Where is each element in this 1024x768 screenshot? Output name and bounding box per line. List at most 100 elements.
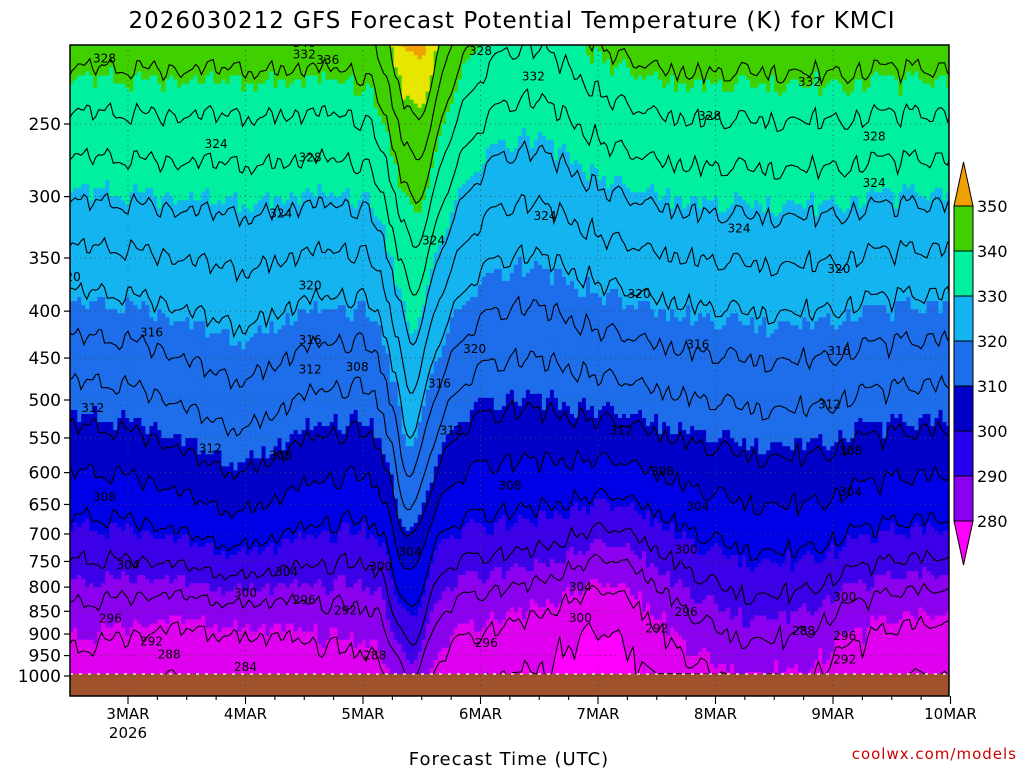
theta-cell — [121, 67, 126, 73]
theta-cell — [73, 667, 78, 673]
theta-cell — [85, 551, 90, 556]
theta-cell — [97, 409, 102, 415]
theta-cell — [149, 107, 154, 113]
theta-cell — [93, 212, 98, 218]
theta-cell — [125, 587, 130, 592]
theta-cell — [185, 107, 191, 113]
theta-cell — [70, 345, 74, 351]
theta-cell — [169, 91, 174, 97]
theta-cell — [177, 95, 183, 101]
theta-cell — [121, 377, 126, 383]
theta-cell — [133, 474, 138, 480]
theta-cell — [121, 434, 126, 439]
theta-cell — [153, 611, 158, 617]
theta-cell — [121, 47, 126, 52]
theta-cell — [153, 176, 158, 181]
theta-cell — [113, 619, 118, 625]
theta-cell — [85, 575, 90, 580]
theta-cell — [93, 131, 98, 137]
theta-cell — [149, 143, 154, 149]
theta-cell — [77, 75, 82, 81]
theta-cell — [125, 317, 130, 322]
theta-cell — [93, 542, 98, 548]
theta-cell — [70, 357, 74, 363]
theta-cell — [177, 127, 183, 133]
theta-cell — [177, 534, 183, 540]
theta-cell — [85, 502, 90, 508]
theta-cell — [70, 180, 74, 185]
theta-cell — [129, 341, 134, 347]
theta-cell — [89, 321, 94, 326]
theta-cell — [141, 514, 146, 520]
theta-cell — [121, 647, 126, 653]
theta-cell — [93, 478, 98, 484]
theta-cell — [157, 502, 162, 508]
theta-cell — [113, 147, 118, 153]
theta-cell — [161, 35, 166, 40]
theta-cell — [157, 164, 162, 169]
theta-cell — [141, 216, 146, 222]
theta-cell — [185, 289, 191, 294]
theta-cell — [157, 228, 162, 234]
theta-cell — [189, 615, 195, 621]
theta-cell — [73, 79, 78, 85]
theta-cell — [105, 627, 110, 633]
theta-cell — [70, 579, 74, 584]
theta-cell — [189, 534, 195, 540]
theta-cell — [181, 111, 187, 117]
theta-cell — [81, 538, 86, 544]
theta-cell — [173, 107, 179, 113]
theta-cell — [85, 317, 90, 322]
theta-cell — [85, 176, 90, 181]
theta-cell — [97, 39, 102, 44]
theta-cell — [70, 575, 74, 580]
theta-cell — [81, 216, 86, 222]
theta-cell — [145, 280, 150, 286]
theta-cell — [161, 438, 166, 443]
theta-cell — [153, 381, 158, 387]
theta-cell — [157, 611, 162, 617]
theta-cell — [189, 317, 195, 322]
theta-cell — [153, 220, 158, 226]
theta-cell — [153, 502, 158, 508]
theta-cell — [185, 611, 191, 617]
theta-cell — [157, 478, 162, 484]
theta-cell — [89, 216, 94, 222]
theta-cell — [193, 123, 199, 129]
theta-cell — [153, 490, 158, 496]
theta-cell — [77, 200, 82, 206]
theta-cell — [133, 47, 138, 52]
theta-cell — [161, 647, 166, 653]
theta-cell — [157, 397, 162, 403]
theta-cell — [113, 542, 118, 548]
theta-cell — [133, 220, 138, 226]
theta-cell — [73, 47, 78, 52]
theta-cell — [141, 329, 146, 334]
theta-cell — [70, 95, 74, 101]
theta-cell — [129, 365, 134, 371]
theta-cell — [113, 276, 118, 282]
theta-cell — [181, 418, 187, 423]
theta-cell — [117, 95, 122, 101]
theta-cell — [121, 522, 126, 528]
theta-cell — [177, 389, 183, 395]
theta-cell — [129, 534, 134, 540]
theta-cell — [169, 333, 174, 338]
theta-cell — [117, 276, 122, 282]
theta-cell — [169, 655, 174, 661]
theta-cell — [137, 168, 142, 173]
theta-cell — [129, 260, 134, 266]
theta-cell — [149, 216, 154, 222]
theta-cell — [153, 426, 158, 431]
theta-cell — [169, 147, 174, 153]
theta-cell — [89, 329, 94, 334]
theta-cell — [165, 232, 170, 238]
theta-cell — [101, 619, 106, 625]
theta-cell — [141, 301, 146, 306]
theta-cell — [173, 462, 179, 467]
theta-cell — [85, 188, 90, 193]
theta-cell — [85, 123, 90, 129]
theta-cell — [133, 542, 138, 548]
theta-cell — [169, 87, 174, 93]
theta-cell — [129, 317, 134, 322]
